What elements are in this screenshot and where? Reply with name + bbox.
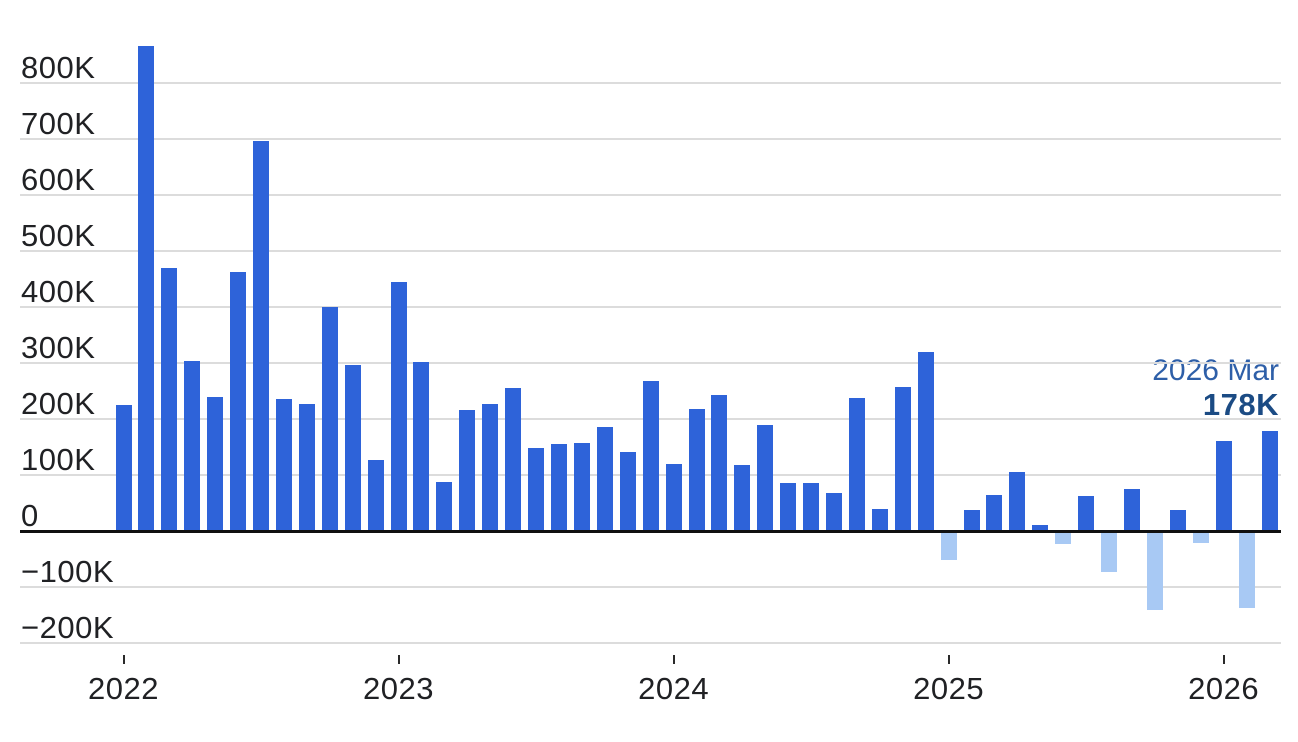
bar-2023-mar[interactable] [436,482,453,531]
bar-2022-apr[interactable] [184,360,201,531]
bar-2024-mar[interactable] [711,395,728,531]
bar-2024-aug[interactable] [826,492,843,531]
bar-2022-nov[interactable] [344,365,361,531]
bar-2025-jul[interactable] [1078,496,1095,531]
gridline-neg200k [20,642,1281,644]
y-axis-label-600k: 600K [21,162,96,197]
gridline-500k [20,250,1281,252]
bar-2023-apr[interactable] [459,410,476,531]
x-tick-2025 [947,655,950,664]
y-axis-label-300k: 300K [21,330,96,365]
gridline-300k [20,362,1281,364]
bar-2024-sep[interactable] [848,398,865,531]
bar-2023-dec[interactable] [642,380,659,531]
x-axis-label-2022: 2022 [88,671,159,706]
y-axis-label-200k: 200K [21,386,96,421]
gridline-600k [20,194,1281,196]
bar-2025-oct[interactable] [1146,532,1163,611]
x-axis-label-2024: 2024 [638,671,710,706]
bar-2023-nov[interactable] [619,452,636,531]
y-axis-label-neg100k: −100K [21,554,115,589]
bar-2022-sep[interactable] [298,403,315,531]
bar-2022-jan[interactable] [115,405,132,531]
y-axis-label-neg200k: −200K [21,610,115,645]
y-axis-label-800k: 800K [21,50,96,85]
bar-2023-oct[interactable] [596,426,613,531]
bar-2025-sep[interactable] [1123,489,1140,531]
bar-2024-jul[interactable] [803,482,820,531]
bar-2022-oct[interactable] [321,307,338,531]
x-axis-label-2023: 2023 [363,671,435,706]
y-axis-label-700k: 700K [21,106,96,141]
annotation-period-label: 2026 Mar [1152,354,1279,387]
bar-2023-jun[interactable] [505,388,522,531]
bar-2024-jun[interactable] [780,483,797,531]
bar-2022-may[interactable] [207,396,224,531]
bar-2025-mar[interactable] [986,494,1003,531]
bar-2024-dec[interactable] [917,351,934,531]
bar-2025-jan[interactable] [940,532,957,560]
bar-2022-dec[interactable] [367,459,384,531]
bar-2025-jun[interactable] [1055,532,1072,545]
bar-2024-feb[interactable] [688,408,705,531]
x-axis-label-2025: 2025 [913,671,985,706]
x-tick-2024 [672,655,675,664]
x-tick-2026 [1222,655,1225,664]
y-axis-label-400k: 400K [21,274,96,309]
bar-2022-aug[interactable] [275,398,292,531]
bar-2025-aug[interactable] [1101,532,1118,573]
bar-2022-mar[interactable] [161,267,178,531]
bar-2024-jan[interactable] [665,464,682,531]
bar-2023-jan[interactable] [390,281,407,531]
bar-2025-apr[interactable] [1009,471,1026,531]
bar-2026-jan[interactable] [1215,440,1232,531]
gridline-700k [20,138,1281,140]
bar-2026-feb[interactable] [1238,532,1255,609]
bar-2023-feb[interactable] [413,362,430,531]
x-axis-zero-line [20,530,1281,533]
x-tick-2022 [122,655,125,664]
bar-2023-sep[interactable] [573,442,590,531]
gridline-400k [20,306,1281,308]
y-axis-label-100k: 100K [21,442,96,477]
bar-2025-feb[interactable] [963,509,980,531]
x-axis-label-2026: 2026 [1188,671,1260,706]
y-axis-label-500k: 500K [21,218,96,253]
bar-2022-feb[interactable] [138,46,155,531]
bar-2022-jun[interactable] [230,272,247,531]
bar-2023-jul[interactable] [528,448,545,531]
gridline-800k [20,82,1281,84]
bar-2024-oct[interactable] [871,508,888,531]
x-tick-2023 [397,655,400,664]
bar-2023-may[interactable] [482,403,499,531]
bar-2023-aug[interactable] [550,443,567,531]
annotation-value-label: 178K [1202,387,1279,422]
bar-2024-nov[interactable] [894,386,911,531]
gridline-neg100k [20,586,1281,588]
bar-2025-nov[interactable] [1169,509,1186,531]
bar-2025-dec[interactable] [1192,532,1209,544]
bar-2024-may[interactable] [757,424,774,531]
bar-2026-mar[interactable] [1261,431,1278,531]
y-axis-label-0: 0 [21,498,39,533]
bar-2022-jul[interactable] [253,141,270,531]
bar-2024-apr[interactable] [734,465,751,531]
bar-2025-may[interactable] [1032,524,1049,531]
